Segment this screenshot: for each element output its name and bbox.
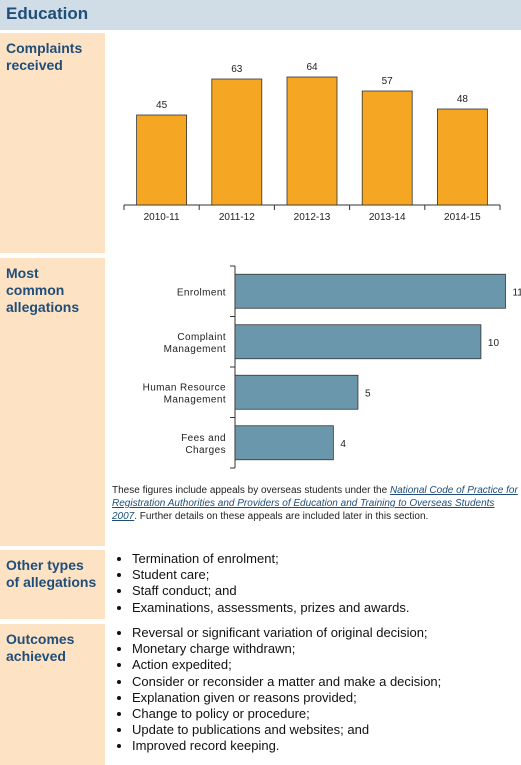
outcome-item: Change to policy or procedure;: [132, 706, 441, 722]
other-allegations-list: Termination of enrolment;Student care;St…: [112, 551, 409, 616]
footnote-after: . Further details on these appeals are i…: [134, 511, 429, 522]
other-allegation-item: Examinations, assessments, prizes and aw…: [132, 600, 409, 616]
label-complaints-text: Complaints received: [6, 40, 83, 73]
outcome-item: Improved record keeping.: [132, 738, 441, 754]
outcome-item: Reversal or significant variation of ori…: [132, 625, 441, 641]
allegation-value-label: 4: [340, 439, 346, 450]
complaints-bar: [436, 108, 488, 206]
allegations-footnote: These figures include appeals by oversea…: [112, 484, 518, 523]
other-allegation-item: Termination of enrolment;: [132, 551, 409, 567]
other-allegation-item: Staff conduct; and: [132, 583, 409, 599]
other-allegation-item: Student care;: [132, 567, 409, 583]
allegation-bar: [234, 425, 334, 461]
complaints-tick-label: 2014-15: [444, 212, 481, 223]
allegations-chart: 11 Enrolment 10 Complaint Management 5 Human R…: [143, 265, 521, 469]
label-outcomes-text: Outcomes achieved: [6, 631, 75, 664]
outcome-item: Consider or reconsider a matter and make…: [132, 674, 441, 690]
allegation-category-label: Human Resource Management: [143, 382, 226, 405]
label-allegations: Most common allegations: [0, 258, 105, 546]
complaints-bar: [211, 78, 263, 206]
outcome-item: Explanation given or reasons provided;: [132, 690, 441, 706]
complaints-bar: [136, 114, 188, 206]
page-title: Education: [6, 4, 89, 23]
complaints-value-label: 63: [231, 64, 243, 75]
complaints-chart: 45 2010-11 63 2011-12 64 2012-13 57 2013-14 48 20…: [123, 62, 501, 223]
allegation-bar: [234, 374, 359, 410]
allegation-category-label: Enrolment: [177, 287, 226, 298]
allegation-category-label: Fees and Charges: [181, 433, 226, 456]
complaints-value-label: 57: [382, 76, 394, 87]
complaints-tick-label: 2010-11: [144, 212, 180, 223]
allegation-value-label: 11: [512, 287, 521, 298]
complaints-value-label: 64: [306, 62, 318, 73]
complaints-value-label: 48: [457, 94, 469, 105]
allegation-category-label: Complaint Management: [164, 332, 226, 355]
label-allegations-text: Most common allegations: [6, 265, 80, 315]
national-code-link[interactable]: National Code of Practice for Registrati…: [112, 485, 518, 522]
label-other: Other types of allegations: [0, 550, 105, 619]
complaints-bar: [286, 76, 338, 206]
footnote-before: These figures include appeals by oversea…: [112, 485, 390, 496]
complaints-bar: [361, 90, 413, 206]
label-other-text: Other types of allegations: [6, 557, 97, 590]
label-outcomes: Outcomes achieved: [0, 624, 105, 765]
complaints-tick-label: 2011-12: [219, 212, 255, 223]
allegation-value-label: 10: [488, 338, 500, 349]
allegation-bar: [234, 324, 482, 360]
outcomes-list: Reversal or significant variation of ori…: [112, 625, 441, 755]
allegation-bar: [234, 273, 506, 309]
complaints-tick-label: 2012-13: [294, 212, 331, 223]
outcome-item: Action expedited;: [132, 657, 441, 673]
allegation-value-label: 5: [365, 388, 371, 399]
outcome-item: Update to publications and websites; and: [132, 722, 441, 738]
label-complaints: Complaints received: [0, 33, 105, 253]
complaints-tick-label: 2013-14: [369, 212, 406, 223]
complaints-value-label: 45: [156, 100, 168, 111]
outcome-item: Monetary charge withdrawn;: [132, 641, 441, 657]
title-bar: Education: [0, 0, 521, 30]
